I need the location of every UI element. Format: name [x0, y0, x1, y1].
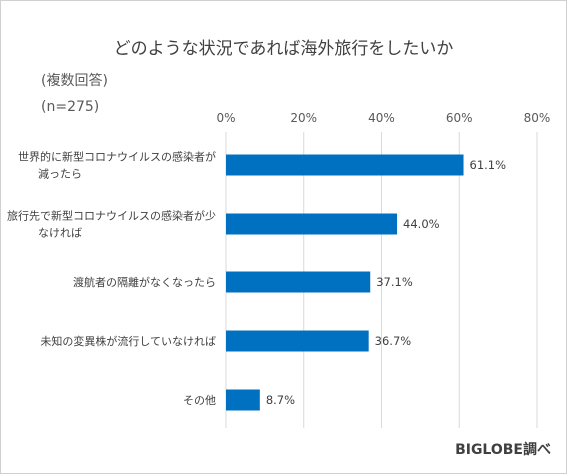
bar [226, 389, 260, 411]
bar [226, 154, 464, 176]
bar [226, 213, 398, 235]
category-label: 減ったら [38, 167, 82, 181]
category-label: 世界的に新型コロナウイルスの感染者が [18, 150, 216, 164]
data-label: 36.7% [375, 334, 412, 348]
bar [226, 271, 371, 293]
response-type-note: (複数回答) [41, 73, 108, 89]
x-tick-label: 60% [446, 111, 473, 125]
source-credit: BIGLOBE調べ [455, 442, 551, 458]
data-label: 44.0% [403, 217, 440, 231]
category-label: 渡航者の隔離がなくなったら [73, 275, 216, 289]
category-label: その他 [183, 394, 216, 407]
x-tick-label: 40% [368, 111, 395, 125]
x-tick-label: 0% [216, 111, 235, 125]
data-label: 61.1% [470, 158, 507, 172]
chart-title: どのような状況であれば海外旅行をしたいか [113, 39, 454, 59]
category-label: 未知の変異株が流行していなければ [40, 334, 216, 348]
x-tick-label: 20% [290, 111, 317, 125]
category-label: 旅行先で新型コロナウイルスの感染者が少 [7, 209, 216, 223]
data-label: 8.7% [266, 393, 295, 407]
category-label: なければ [38, 227, 82, 240]
x-tick-label: 80% [524, 111, 551, 125]
sample-size-note: (n=275) [41, 99, 100, 115]
bar [226, 330, 369, 352]
data-label: 37.1% [376, 275, 413, 289]
